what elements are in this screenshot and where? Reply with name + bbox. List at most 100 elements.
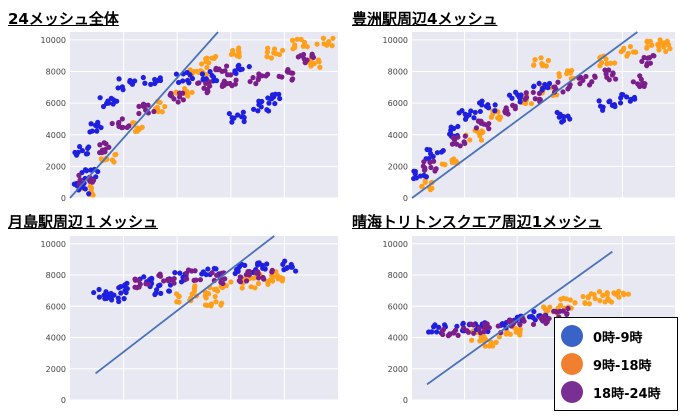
data-point (176, 94, 183, 100)
y-tick-label: 4000 (46, 334, 66, 343)
data-point (439, 161, 445, 167)
data-point (214, 272, 220, 278)
data-point (482, 321, 488, 327)
data-point (509, 95, 515, 101)
data-point (516, 94, 523, 101)
y-tick-label: 2000 (388, 162, 408, 171)
data-point (500, 321, 506, 328)
data-point (531, 84, 537, 90)
data-point (132, 78, 138, 84)
data-point (151, 108, 157, 115)
data-point (203, 72, 210, 78)
data-point (142, 80, 148, 86)
legend-dot-orange-icon (561, 353, 583, 375)
data-point (123, 289, 129, 296)
data-point (642, 81, 648, 87)
series-orange (79, 35, 336, 198)
data-point (472, 109, 478, 116)
y-tick-label: 4000 (388, 131, 408, 140)
data-point (565, 86, 571, 92)
legend-item-18-24: 18時-24時 (561, 380, 661, 404)
y-tick-label: 6000 (46, 302, 66, 311)
data-point (228, 279, 234, 285)
reference-line (426, 250, 613, 386)
data-point (94, 123, 100, 129)
data-point (84, 151, 91, 157)
data-point (110, 101, 116, 107)
data-point (262, 266, 268, 272)
data-point (488, 339, 494, 345)
data-point (178, 279, 185, 285)
y-tick-label: 2000 (46, 365, 66, 374)
scatter-chart-toyosu: 0 2000 4000 6000 8000 10000 (383, 31, 675, 203)
data-point (115, 85, 121, 91)
data-point (184, 270, 190, 276)
data-point (324, 41, 330, 47)
data-point (76, 172, 82, 178)
scatter-chart-tsukishima: 0 2000 4000 6000 8000 10000 (41, 235, 338, 405)
data-point (440, 326, 447, 333)
y-tick-label: 8000 (46, 68, 66, 77)
data-point (589, 79, 595, 85)
data-point (72, 149, 78, 156)
data-point (625, 291, 631, 297)
data-point (272, 100, 278, 107)
data-point (607, 98, 613, 104)
data-point (269, 92, 276, 98)
legend-label: 0時-9時 (593, 330, 643, 346)
data-point (530, 89, 536, 96)
data-point (250, 275, 256, 281)
data-point (207, 79, 213, 85)
data-point (264, 49, 270, 55)
data-point (167, 92, 173, 98)
data-point (293, 268, 299, 274)
data-point (277, 95, 283, 102)
data-point (205, 266, 211, 272)
data-point (517, 332, 523, 338)
data-point (242, 262, 248, 269)
data-point (651, 53, 657, 59)
data-point (213, 266, 219, 272)
data-point (115, 295, 121, 301)
data-point (294, 36, 300, 42)
data-point (114, 98, 120, 104)
data-point (252, 285, 258, 291)
data-point (202, 302, 209, 308)
data-point (228, 72, 234, 78)
data-point (428, 164, 434, 171)
y-tick-label: 10000 (383, 36, 408, 45)
data-point (483, 103, 490, 109)
data-point (560, 89, 566, 95)
legend-item-0-9: 0時-9時 (561, 324, 643, 348)
y-tick-label: 0 (61, 194, 66, 203)
y-tick-label: 2000 (388, 365, 408, 374)
data-point (182, 86, 188, 92)
data-point (440, 148, 446, 154)
data-point (482, 343, 488, 349)
data-point (330, 35, 336, 41)
data-point (597, 103, 604, 109)
data-point (543, 316, 549, 323)
data-point (434, 329, 440, 335)
data-point (273, 51, 279, 57)
data-point (124, 124, 130, 131)
data-point (612, 60, 618, 66)
data-point (551, 308, 557, 314)
data-point (297, 53, 304, 59)
data-point (546, 80, 553, 87)
data-point (522, 96, 528, 102)
data-point (246, 64, 252, 70)
data-point (445, 333, 451, 339)
data-point (427, 147, 433, 153)
data-point (630, 79, 636, 85)
data-point (236, 62, 242, 68)
data-point (613, 76, 619, 82)
data-point (586, 301, 593, 307)
data-point (449, 157, 455, 163)
data-point (314, 41, 320, 47)
data-point (537, 97, 543, 103)
data-point (423, 174, 430, 180)
data-point (222, 276, 228, 282)
data-point (604, 290, 610, 296)
data-point (532, 317, 538, 323)
